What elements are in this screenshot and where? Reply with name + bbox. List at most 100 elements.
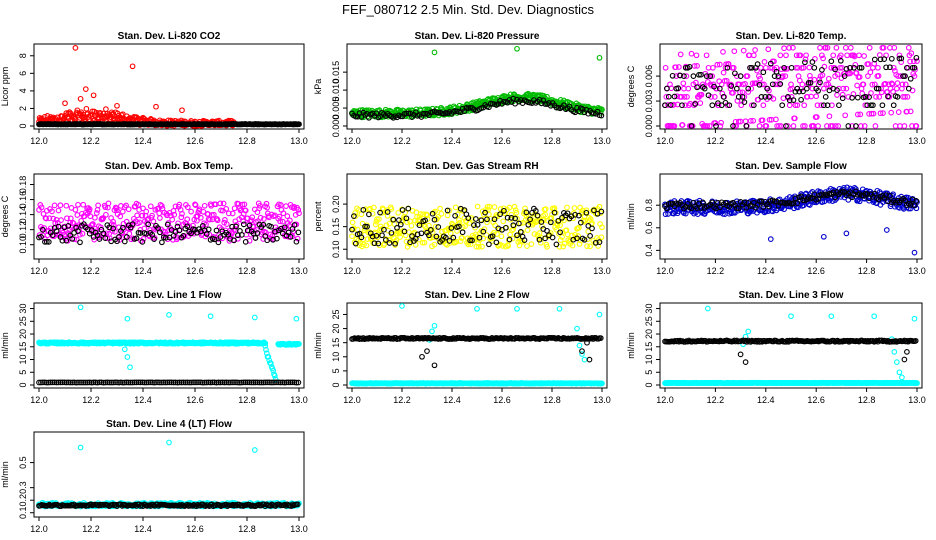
- data-point: [714, 61, 721, 68]
- data-point: [49, 232, 56, 238]
- data-point: [901, 123, 908, 129]
- data-point: [399, 303, 405, 309]
- y-tick-label: 20: [644, 329, 654, 339]
- data-point: [55, 207, 62, 214]
- x-tick-label: 12.0: [656, 266, 674, 276]
- y-tick-label: 2: [18, 106, 28, 111]
- data-point: [690, 73, 697, 79]
- data-point: [856, 52, 862, 59]
- plot-frame: [659, 302, 923, 389]
- data-point: [188, 208, 194, 215]
- data-point: [730, 64, 737, 71]
- data-point: [747, 118, 754, 124]
- data-point: [875, 64, 881, 71]
- data-point: [890, 102, 897, 109]
- data-point: [140, 205, 146, 212]
- x-tick-label: 12.4: [757, 395, 775, 405]
- data-point: [231, 205, 238, 212]
- y-axis-label: percent: [313, 201, 323, 232]
- data-point: [822, 94, 829, 100]
- data-point: [872, 123, 879, 129]
- data-point: [77, 95, 84, 102]
- data-point: [758, 94, 765, 100]
- data-point: [716, 61, 723, 68]
- data-point: [599, 106, 605, 113]
- x-tick-label: 12.2: [707, 266, 725, 276]
- data-point: [58, 217, 64, 223]
- data-point: [100, 230, 107, 237]
- data-point: [53, 228, 60, 234]
- data-point: [498, 233, 505, 240]
- data-point: [143, 208, 150, 215]
- data-point: [790, 44, 796, 51]
- data-point: [295, 207, 302, 213]
- data-point: [756, 123, 763, 129]
- data-point: [207, 313, 214, 320]
- data-point: [123, 234, 130, 240]
- data-point: [713, 123, 719, 129]
- y-tick-label: 10: [18, 355, 28, 365]
- data-point: [663, 94, 670, 100]
- data-point: [907, 58, 913, 65]
- data-point: [682, 64, 689, 71]
- y-axis-label: ml/min: [313, 332, 323, 359]
- data-point: [865, 73, 871, 79]
- data-point: [803, 52, 809, 59]
- data-point: [114, 102, 120, 109]
- data-point: [890, 64, 897, 71]
- panel-ambbox: Stan. Dev. Amb. Box Temp.degrees C12.0 12…: [0, 161, 308, 276]
- data-point: [688, 123, 695, 129]
- data-point: [349, 233, 355, 240]
- data-point: [120, 224, 126, 231]
- data-point: [777, 81, 784, 87]
- data-point: [184, 204, 191, 211]
- data-point: [907, 75, 914, 82]
- data-point: [756, 81, 763, 88]
- data-point: [241, 201, 248, 208]
- data-point: [748, 85, 755, 92]
- data-point: [72, 206, 79, 213]
- data-point: [46, 215, 53, 222]
- data-point: [681, 73, 687, 79]
- x-tick-label: 12.2: [707, 395, 725, 405]
- y-axis-label: degrees C: [626, 65, 636, 107]
- y-tick-label: 8: [18, 53, 28, 58]
- data-point: [733, 85, 740, 92]
- data-point: [479, 243, 485, 250]
- data-point: [788, 64, 795, 71]
- data-point: [65, 223, 72, 229]
- data-point: [242, 207, 249, 214]
- data-point: [812, 56, 818, 62]
- data-point: [819, 67, 825, 73]
- data-point: [94, 207, 101, 213]
- y-tick-label: 0.015: [331, 61, 341, 84]
- data-point: [95, 202, 101, 209]
- data-point: [760, 69, 767, 76]
- data-point: [864, 102, 871, 109]
- data-point: [147, 203, 154, 210]
- data-point: [671, 93, 678, 100]
- data-point: [880, 44, 887, 51]
- data-point: [572, 109, 578, 116]
- data-point: [665, 93, 672, 100]
- x-tick-label: 12.0: [656, 136, 674, 146]
- data-point: [711, 83, 717, 90]
- data-point: [849, 94, 855, 101]
- data-point: [722, 64, 729, 71]
- data-point: [45, 239, 52, 245]
- data-point: [744, 73, 751, 79]
- data-point: [791, 115, 798, 122]
- x-tick-label: 12.8: [238, 266, 256, 276]
- data-point: [802, 59, 808, 66]
- data-point: [736, 81, 743, 88]
- data-point: [870, 102, 876, 109]
- data-point: [868, 102, 874, 109]
- panel-title: Stan. Dev. Li-820 CO2: [118, 31, 221, 42]
- data-point: [264, 204, 270, 211]
- data-point: [63, 202, 70, 209]
- data-point: [79, 230, 86, 237]
- data-point: [774, 123, 780, 129]
- data-point: [85, 205, 92, 211]
- data-point: [775, 73, 782, 79]
